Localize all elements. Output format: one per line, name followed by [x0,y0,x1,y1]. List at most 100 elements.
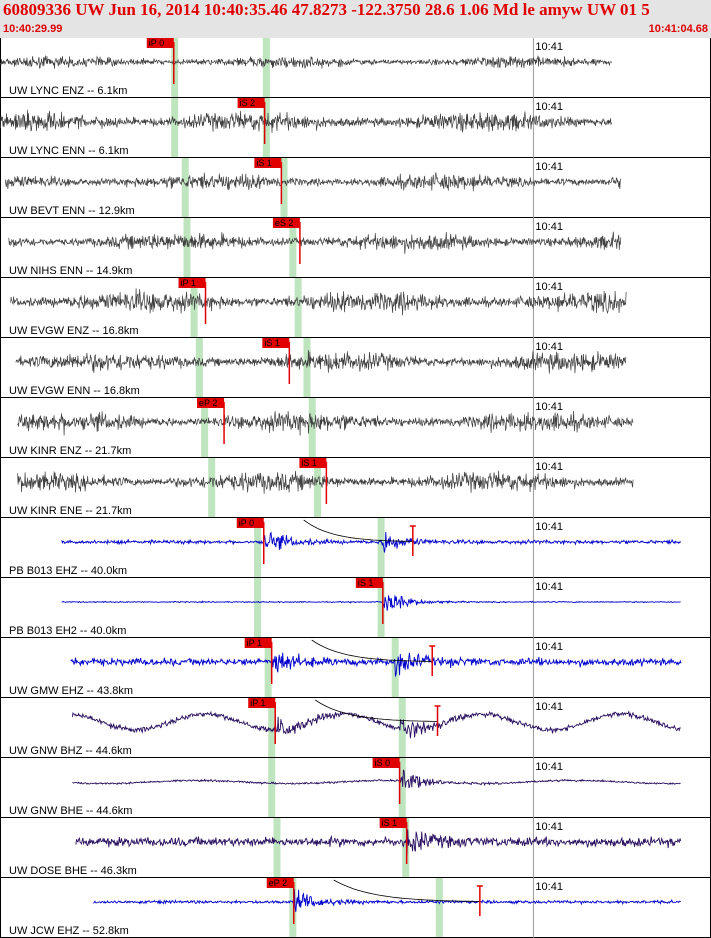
coda-curve [333,879,480,902]
waveform [0,55,613,69]
window-band [398,698,406,758]
window-band [171,38,179,98]
station-label: UW BEVT ENN -- 12.9km [9,205,135,217]
window-band [273,818,281,878]
window-band [171,98,179,158]
coda-curve [311,639,433,662]
pick-label: iS 1 [264,338,280,348]
minute-tick-label: 10:41 [535,701,563,713]
window-band [195,338,203,398]
window-band [289,878,297,938]
minute-tick-label: 10:41 [535,881,563,893]
coda-curve [303,519,413,542]
minute-tick-label: 10:41 [535,521,563,533]
seismogram-traces: 10:41 iP 0 UW LYNC ENZ -- 6.1km 10:41 iS 2 UW… [0,38,711,938]
trace-row: 10:41 iS 1 PB B013 EH2 -- 40.0km [0,578,711,638]
waveform [8,231,622,254]
pick-marker-flag [146,38,174,48]
trace-row: 10:41 iS 0 UW GNW BHE -- 44.6km [0,758,711,818]
pick-marker-flag [197,398,225,408]
window-band [377,578,385,638]
station-label: UW KINR ENZ -- 21.7km [9,445,131,457]
station-label: UW GMW EHZ -- 43.8km [9,685,133,697]
window-band [314,458,322,518]
station-label: UW EVGW ENN -- 16.8km [9,385,140,397]
minute-tick-label: 10:41 [535,341,563,353]
station-label: UW NIHS ENN -- 14.9km [9,265,132,277]
seismogram-panel: 10:41 iP 0 UW LYNC ENZ -- 6.1km 10:41 iS 2 UW… [0,38,711,938]
trace-row: 10:41 iP 1 UW GNW BHZ -- 44.6km [0,698,711,758]
station-label: UW JCW EHZ -- 52.8km [9,925,129,937]
trace-row: 10:41 eP 2 UW JCW EHZ -- 52.8km [0,878,711,938]
pick-label: iS 0 [375,758,391,768]
window-band [303,338,311,398]
pick-marker-flag [254,158,282,168]
minute-tick-label: 10:41 [535,41,563,53]
pick-label: iS 1 [301,458,317,468]
window-band [289,218,297,278]
waveform [75,829,682,856]
trace-row: 10:41 iP 1 UW GMW EHZ -- 43.8km [0,638,711,698]
minute-tick-label: 10:41 [535,281,563,293]
pick-label: iP 0 [239,518,254,528]
window-band [294,278,302,338]
trace-row: 10:41 iP 0 PB B013 EHZ -- 40.0km [0,518,711,578]
pick-marker-flag [237,98,265,108]
pick-label: iS 1 [382,818,398,828]
window-band [262,38,270,98]
window-band [268,758,276,818]
window-band [254,518,262,578]
event-header: 60809336 UW Jun 16, 2014 10:40:35.46 47.… [0,0,711,38]
pick-marker-flag [355,578,383,588]
pick-marker-flag [178,278,206,288]
end-time: 10:41:04.68 [648,23,708,35]
pick-marker-flag [266,878,294,888]
station-label: UW LYNC ENN -- 6.1km [9,145,129,157]
event-title: 60809336 UW Jun 16, 2014 10:40:35.46 47.… [3,0,650,19]
window-band [262,98,270,158]
minute-tick-label: 10:41 [535,821,563,833]
minute-tick-label: 10:41 [535,761,563,773]
window-band [183,218,191,278]
window-band [264,638,272,698]
window-band [377,518,385,578]
pick-label: eP 2 [199,398,217,408]
trace-row: 10:41 iP 0 UW LYNC ENZ -- 6.1km [0,38,711,98]
station-label: UW LYNC ENZ -- 6.1km [9,85,127,97]
pick-marker-flag [262,338,290,348]
window-band [435,878,443,938]
window-band [280,158,288,218]
trace-row: 10:41 iS 1 UW KINR ENE -- 21.7km [0,458,711,518]
trace-row: 10:41 iS 1 UW BEVT ENN -- 12.9km [0,158,711,218]
pick-marker-flag [379,818,407,828]
minute-tick-label: 10:41 [535,161,563,173]
waveform [0,109,613,133]
station-label: UW DOSE BHE -- 46.3km [9,865,137,877]
pick-marker-flag [299,458,327,468]
pick-label: iS 2 [240,98,256,108]
pick-marker-flag [248,698,276,708]
window-band [398,758,406,818]
trace-row: 10:41 eS 2 UW NIHS ENN -- 14.9km [0,218,711,278]
waveform [17,470,634,494]
waveform [61,531,681,553]
pick-label: eP 2 [269,878,287,888]
pick-label: iP 1 [250,698,265,708]
minute-tick-label: 10:41 [535,401,563,413]
waveform [4,172,622,192]
trace-row: 10:41 iS 1 UW DOSE BHE -- 46.3km [0,818,711,878]
pick-marker-flag [372,758,400,768]
waveform [61,595,681,611]
station-label: UW KINR ENE -- 21.7km [9,505,132,517]
waveform [72,769,681,789]
waveform [15,349,627,374]
window-band [190,278,198,338]
window-band [201,398,209,458]
pick-label: iS 1 [358,578,374,588]
window-band [208,458,216,518]
trace-row: 10:41 iP 1 UW EVGW ENZ -- 16.8km [0,278,711,338]
minute-tick-label: 10:41 [535,641,563,653]
station-label: UW EVGW ENZ -- 16.8km [9,325,139,337]
pick-label: iP 1 [181,278,196,288]
station-label: PB B013 EH2 -- 40.0km [9,625,126,637]
